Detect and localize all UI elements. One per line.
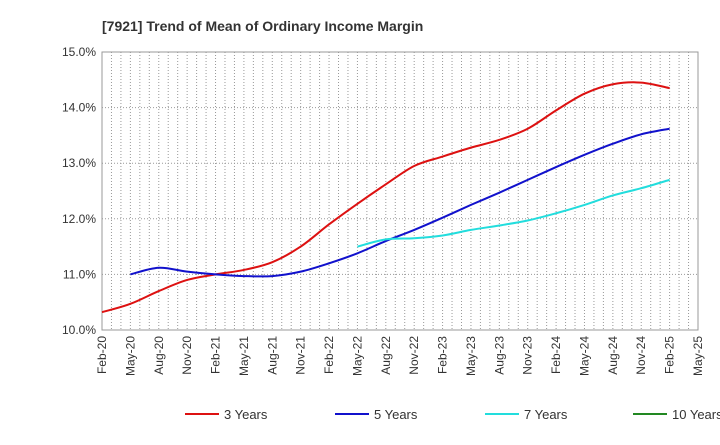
- x-tick-label: Feb-21: [209, 336, 223, 374]
- plot-border: [101, 51, 699, 331]
- grid-layer: 10.0% 11.0% 12.0% 13.0% 14.0% 15.0%: [62, 45, 699, 337]
- x-tick-label: Nov-24: [634, 336, 648, 375]
- x-tick-label: Feb-25: [663, 336, 677, 374]
- y-tick-label: 13.0%: [62, 156, 96, 170]
- x-tick-label: Aug-23: [492, 336, 506, 375]
- x-tick-label: Aug-24: [606, 336, 620, 375]
- series-line-3-years: [101, 81, 670, 314]
- x-tick-label: Nov-21: [294, 336, 308, 375]
- x-tick-label: Feb-24: [549, 336, 563, 374]
- x-tick-label: Aug-22: [379, 336, 393, 375]
- x-tick-label: Nov-23: [521, 336, 535, 375]
- x-tick-label: May-20: [123, 336, 137, 376]
- legend-label-7-years: 7 Years: [524, 407, 568, 422]
- y-tick-label: 10.0%: [62, 323, 96, 337]
- x-tick-label: Nov-20: [180, 336, 194, 375]
- y-tick-label: 11.0%: [63, 267, 96, 281]
- y-tick-label: 14.0%: [62, 101, 96, 115]
- y-tick-label: 12.0%: [62, 212, 96, 226]
- x-tick-label: May-23: [464, 336, 478, 376]
- series-line-5-years: [130, 127, 670, 278]
- legend: 3 Years 5 Years 7 Years 10 Years: [185, 407, 720, 422]
- x-tick-label: Aug-20: [152, 336, 166, 375]
- legend-label-10-years: 10 Years: [672, 407, 720, 422]
- axis-layer: Feb-20 May-20 Aug-20 Nov-20 Feb-21 May-21 Aug-…: [95, 336, 705, 376]
- x-tick-label: May-21: [237, 336, 251, 376]
- legend-label-5-years: 5 Years: [374, 407, 418, 422]
- series-layer: [101, 81, 670, 314]
- chart-title: [7921] Trend of Mean of Ordinary Income …: [102, 18, 423, 34]
- x-tick-label: May-25: [691, 336, 705, 376]
- x-tick-label: Aug-21: [265, 336, 279, 375]
- x-tick-label: May-22: [350, 336, 364, 376]
- x-tick-label: Nov-22: [407, 336, 421, 375]
- legend-label-3-years: 3 Years: [224, 407, 268, 422]
- x-tick-label: Feb-22: [322, 336, 336, 374]
- series-line-7-years: [357, 178, 670, 248]
- y-tick-label: 15.0%: [62, 45, 96, 59]
- x-tick-label: Feb-20: [95, 336, 109, 374]
- x-tick-label: Feb-23: [436, 336, 450, 374]
- x-tick-label: May-24: [577, 336, 591, 376]
